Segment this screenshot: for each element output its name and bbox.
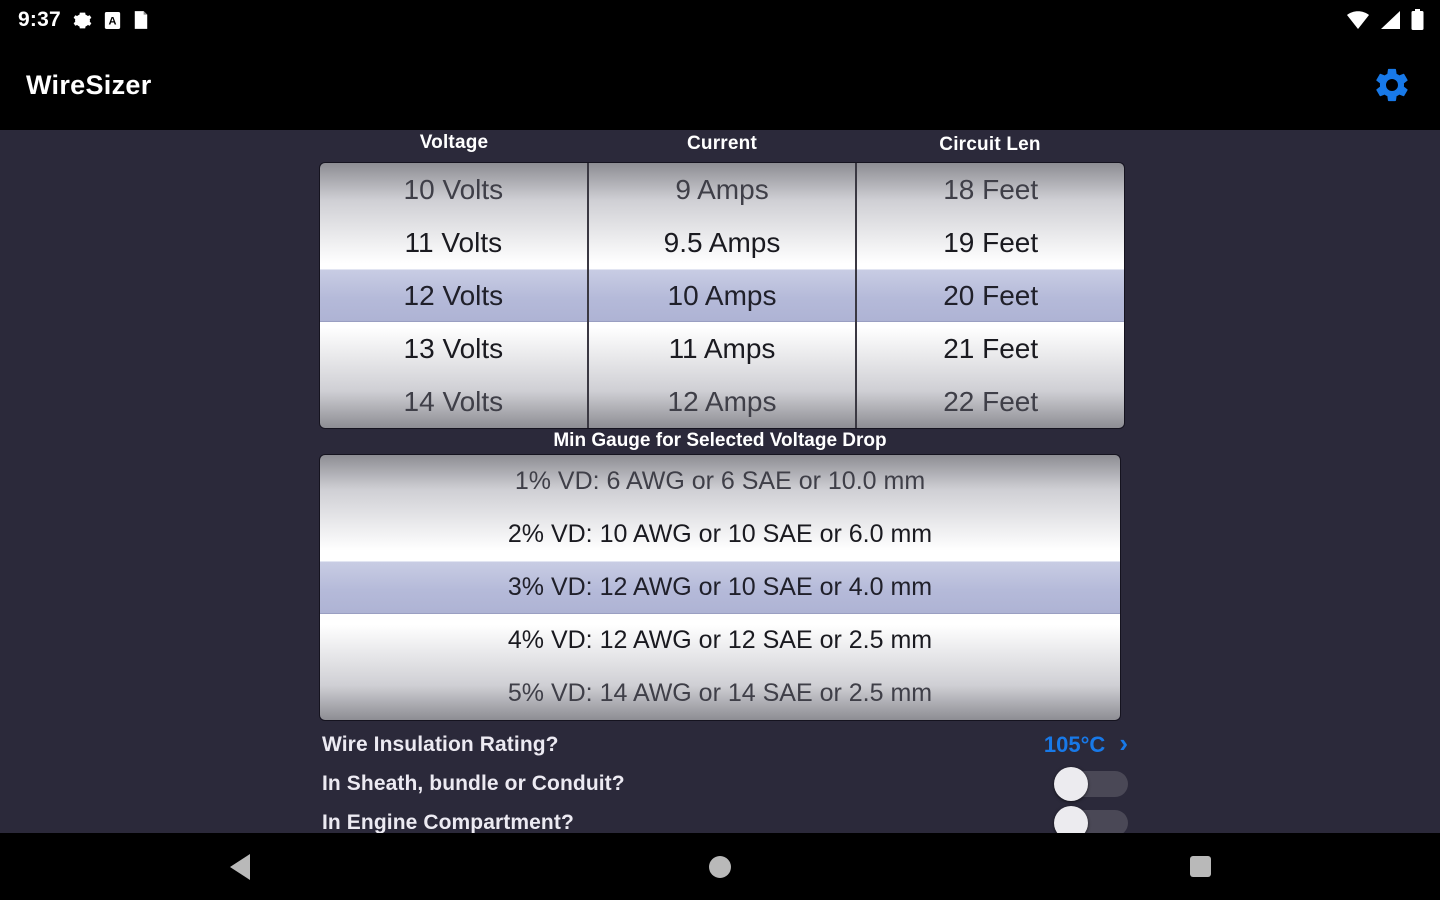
list-item-selected[interactable]: 3% VD: 12 AWG or 10 SAE or 4.0 mm [320,561,1120,614]
insulation-rating-value: 105°C [1043,731,1106,757]
back-icon [230,853,250,880]
list-item[interactable]: 5% VD: 14 AWG or 14 SAE or 2.5 mm [507,679,933,707]
nav-back-button[interactable] [0,853,480,880]
setting-label: Wire Insulation Rating? [322,732,559,756]
gear-icon [73,11,92,30]
chevron-right-icon[interactable]: › [1119,727,1128,758]
android-navigation-bar [0,833,1440,900]
picker-item[interactable]: 9.5 Amps [663,227,781,258]
app-bar-actions [1372,65,1440,105]
picker-item[interactable]: 11 Volts [404,227,503,258]
picker-item[interactable]: 9 Amps [675,174,769,205]
battery-icon [1411,9,1424,31]
settings-section: Wire Insulation Rating? 105°C › In Sheat… [0,725,1440,842]
clipboard-icon [133,10,149,30]
header-voltage: Voltage [419,132,489,153]
picker-item[interactable]: 12 Amps [667,386,777,417]
list-item[interactable]: 2% VD: 10 AWG or 10 SAE or 6.0 mm [507,520,933,548]
a-badge-icon: A [104,11,121,30]
toggle-in-sheath[interactable] [1054,766,1128,801]
app-title: WireSizer [26,69,152,100]
results-section-label: Min Gauge for Selected Voltage Drop [553,430,887,451]
picker-column-headers: Voltage Current Circuit Len [320,130,1124,160]
picker-column-current[interactable]: 9 Amps 9.5 Amps 10 Amps 11 Amps 12 Amps [586,163,856,428]
status-bar-right [1346,9,1440,31]
setting-row-engine-compartment[interactable]: In Engine Compartment? [0,803,1440,842]
main-content: Voltage Current Circuit Len 10 Volts 11 … [0,130,1440,840]
header-current: Current [686,133,757,154]
header-circuit-length: Circuit Len [939,134,1041,155]
picker-item-selected[interactable]: 20 Feet [857,269,1124,322]
voltage-drop-results-list[interactable]: 1% VD: 6 AWG or 6 SAE or 10.0 mm 2% VD: … [320,455,1120,720]
wifi-icon [1346,10,1370,30]
value-picker[interactable]: 10 Volts 11 Volts 12 Volts 13 Volts 14 V… [320,163,1124,428]
list-item[interactable]: 1% VD: 6 AWG or 6 SAE or 10.0 mm [514,467,926,495]
status-clock: 9:37 [18,8,61,31]
picker-item[interactable]: 19 Feet [943,227,1039,258]
setting-label: In Sheath, bundle or Conduit? [322,771,625,795]
picker-item[interactable]: 10 Volts [403,174,504,205]
status-bar-left: 9:37 A [0,8,149,32]
setting-row-in-sheath[interactable]: In Sheath, bundle or Conduit? [0,764,1440,803]
app-bar: WireSizer [0,40,1440,130]
picker-item[interactable]: 14 Volts [403,386,504,417]
picker-item[interactable]: 11 Amps [668,333,776,364]
picker-item[interactable]: 13 Volts [403,333,504,364]
nav-home-button[interactable] [480,855,960,878]
cellular-signal-icon [1380,10,1401,30]
svg-text:A: A [108,15,116,27]
setting-row-insulation-rating[interactable]: Wire Insulation Rating? 105°C › [0,725,1440,764]
nav-recents-button[interactable] [960,856,1440,877]
picker-item-selected[interactable]: 10 Amps [588,269,856,322]
status-bar: 9:37 A [0,0,1440,40]
picker-item[interactable]: 22 Feet [943,386,1039,417]
setting-value-group[interactable]: 105°C › [1043,727,1128,758]
settings-gear-icon[interactable] [1372,65,1412,105]
list-item[interactable]: 4% VD: 12 AWG or 12 SAE or 2.5 mm [507,626,933,654]
picker-item[interactable]: 18 Feet [943,174,1039,205]
picker-item[interactable]: 21 Feet [943,333,1039,364]
setting-label: In Engine Compartment? [322,810,574,834]
picker-column-circuit-length[interactable]: 18 Feet 19 Feet 20 Feet 21 Feet 22 Feet [855,163,1124,428]
toggle-engine-compartment[interactable] [1054,805,1128,840]
recents-icon [1189,856,1211,877]
home-icon [709,855,731,878]
picker-item-selected[interactable]: 12 Volts [320,269,587,322]
toggle-knob [1054,766,1088,801]
picker-column-voltage[interactable]: 10 Volts 11 Volts 12 Volts 13 Volts 14 V… [320,163,587,428]
